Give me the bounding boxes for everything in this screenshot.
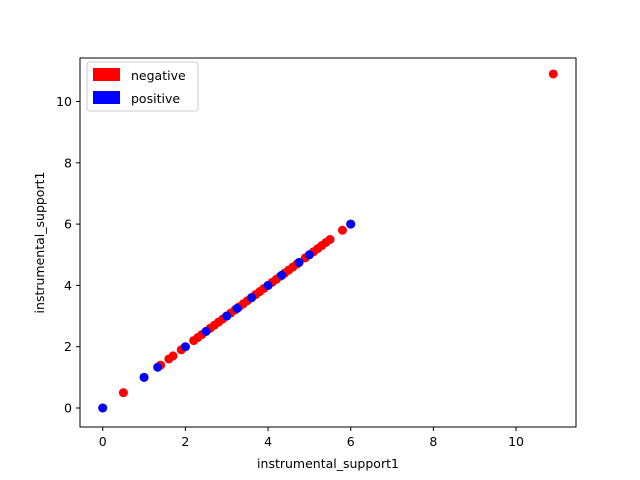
point-positive-2 [153, 362, 163, 372]
legend: negative positive [86, 61, 199, 112]
point-negative-41 [337, 225, 347, 235]
y-axis: 0 2 4 6 8 10 [56, 94, 80, 415]
legend-swatch-negative [93, 68, 120, 81]
y-tick-label-5: 10 [56, 94, 72, 109]
x-axis-label: instrumental_support1 [257, 456, 399, 471]
points-layer [98, 69, 558, 413]
point-positive-7 [247, 293, 257, 303]
plot-frame [79, 57, 577, 428]
y-tick-label-4: 8 [64, 155, 72, 170]
point-negative-40 [325, 234, 335, 244]
point-positive-0 [98, 403, 108, 413]
point-positive-9 [277, 270, 287, 280]
y-axis-label: instrumental_support1 [32, 172, 47, 314]
legend-label-negative: negative [131, 68, 186, 83]
point-positive-12 [346, 219, 356, 229]
point-negative-1 [118, 388, 128, 398]
y-tick-label-3: 6 [64, 217, 72, 232]
point-positive-5 [222, 311, 232, 321]
x-tick-label-3: 6 [347, 434, 355, 449]
x-tick-label-1: 2 [181, 434, 189, 449]
legend-label-positive: positive [131, 91, 180, 106]
point-positive-6 [232, 303, 242, 313]
point-negative-43 [548, 69, 558, 79]
legend-swatch-positive [93, 91, 120, 104]
point-negative-5 [168, 351, 178, 361]
x-axis: 0 2 4 6 8 10 [99, 427, 524, 449]
point-positive-10 [294, 257, 304, 267]
y-tick-label-2: 4 [64, 278, 72, 293]
point-positive-1 [139, 372, 149, 382]
point-positive-11 [304, 250, 314, 260]
y-tick-label-0: 0 [64, 400, 72, 415]
x-tick-label-2: 4 [264, 434, 272, 449]
y-tick-label-1: 2 [64, 339, 72, 354]
point-positive-3 [180, 342, 190, 352]
point-positive-8 [263, 280, 273, 290]
point-positive-4 [201, 326, 211, 336]
x-tick-label-5: 10 [508, 434, 524, 449]
x-tick-label-4: 8 [429, 434, 437, 449]
x-tick-label-0: 0 [99, 434, 107, 449]
